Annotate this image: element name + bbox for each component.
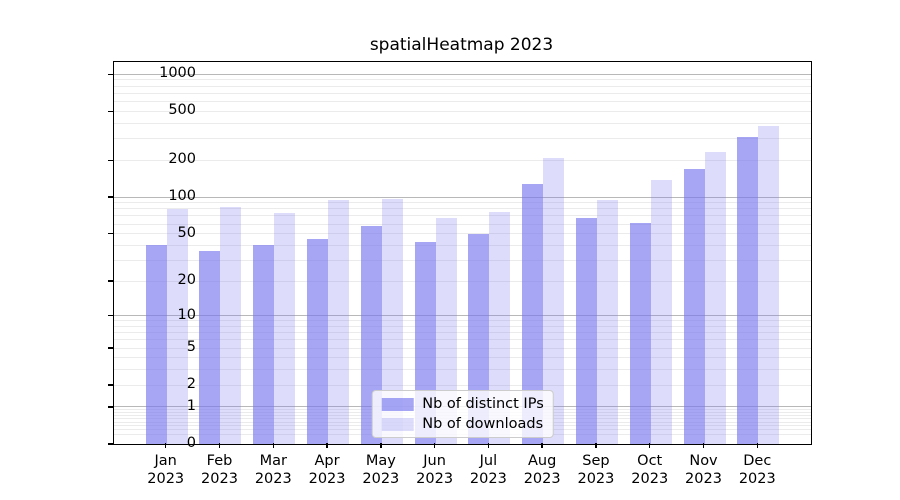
gridline-minor-900 [114, 79, 811, 81]
bar-distinct-ips-dec [737, 136, 759, 444]
x-tick-jan [164, 443, 167, 448]
y-tick-2 [107, 384, 113, 386]
y-tick-1000 [107, 73, 113, 76]
y-tick-label-500: 500 [168, 102, 196, 119]
bar-downloads-jan [166, 208, 188, 444]
bar-downloads-nov [704, 151, 726, 444]
x-tick-label-mar: Mar 2023 [254, 453, 292, 487]
bar-downloads-oct [650, 179, 672, 444]
bar-downloads-apr [328, 200, 350, 444]
x-tick-label-jan: Jan 2023 [147, 453, 185, 487]
y-tick-label-5: 5 [186, 339, 196, 356]
bar-distinct-ips-apr [307, 239, 329, 444]
y-tick-label-10: 10 [177, 306, 196, 323]
y-tick-label-2: 2 [186, 376, 196, 393]
x-tick-label-aug: Aug 2023 [523, 453, 561, 487]
legend-swatch-downloads [381, 417, 414, 431]
x-tick-label-oct: Oct 2023 [631, 453, 669, 487]
bar-downloads-aug [543, 158, 565, 444]
x-tick-label-jul: Jul 2023 [469, 453, 507, 487]
bar-distinct-ips-sep [575, 218, 597, 444]
gridline-minor-600 [114, 101, 811, 103]
y-tick-label-0: 0 [186, 435, 196, 451]
legend-label-downloads: Nb of downloads [422, 416, 544, 432]
x-tick-label-nov: Nov 2023 [685, 453, 722, 487]
x-tick-label-jun: Jun 2023 [416, 453, 454, 487]
x-tick-dec [756, 443, 759, 448]
bar-distinct-ips-oct [629, 223, 651, 444]
bar-distinct-ips-aug [522, 183, 544, 444]
y-tick-500 [107, 110, 113, 113]
y-tick-label-1: 1 [186, 397, 196, 414]
gridline-minor-300 [114, 138, 811, 140]
y-tick-label-50: 50 [177, 224, 196, 241]
gridline-major-1000 [114, 73, 811, 75]
bar-downloads-may [381, 198, 403, 444]
bar-downloads-jul [489, 212, 511, 444]
y-tick-50 [107, 232, 113, 235]
x-tick-label-may: May 2023 [362, 453, 400, 487]
y-tick-label-100: 100 [168, 188, 196, 205]
y-tick-10 [107, 314, 113, 317]
y-tick-label-20: 20 [177, 272, 196, 289]
y-tick-5 [107, 347, 113, 349]
gridline-minor-500 [114, 110, 811, 112]
x-tick-nov [702, 443, 705, 448]
bar-distinct-ips-nov [683, 168, 705, 444]
y-tick-0 [107, 443, 113, 445]
legend-label-distinct-ips: Nb of distinct IPs [422, 396, 544, 412]
y-tick-200 [107, 159, 113, 161]
x-tick-label-sep: Sep 2023 [577, 453, 615, 487]
x-tick-jun [433, 443, 436, 448]
x-tick-feb [218, 443, 221, 448]
gridline-minor-800 [114, 85, 811, 87]
x-tick-mar [272, 443, 275, 448]
bar-distinct-ips-feb [199, 250, 221, 444]
x-tick-apr [326, 443, 328, 448]
plot-area: Nb of distinct IPs Nb of downloads [107, 61, 812, 445]
legend-item-distinct-ips: Nb of distinct IPs [381, 396, 544, 412]
y-tick-label-200: 200 [168, 151, 196, 168]
y-tick-label-1000: 1000 [159, 65, 196, 82]
bar-distinct-ips-jan [145, 245, 167, 444]
bar-downloads-jun [435, 218, 457, 444]
bar-downloads-mar [274, 213, 296, 444]
x-tick-may [380, 443, 382, 448]
x-tick-label-dec: Dec 2023 [738, 453, 776, 487]
legend-item-downloads: Nb of downloads [381, 416, 544, 432]
y-tick-20 [107, 280, 113, 282]
x-tick-aug [541, 443, 543, 448]
gridline-minor-400 [114, 122, 811, 124]
x-tick-jul [487, 443, 490, 448]
bar-downloads-sep [596, 200, 618, 444]
chart-title: spatialHeatmap 2023 [369, 35, 554, 55]
bar-downloads-feb [220, 206, 242, 444]
x-tick-label-feb: Feb 2023 [201, 453, 238, 487]
x-tick-oct [648, 443, 651, 448]
x-tick-label-apr: Apr 2023 [308, 453, 346, 487]
x-tick-sep [595, 443, 597, 448]
bar-downloads-dec [758, 126, 780, 444]
y-tick-1 [107, 406, 113, 408]
legend: Nb of distinct IPs Nb of downloads [371, 390, 554, 438]
legend-swatch-distinct-ips [381, 397, 414, 411]
bar-distinct-ips-may [360, 225, 382, 444]
gridline-minor-700 [114, 92, 811, 94]
bar-distinct-ips-mar [253, 245, 275, 444]
y-tick-100 [107, 196, 113, 198]
